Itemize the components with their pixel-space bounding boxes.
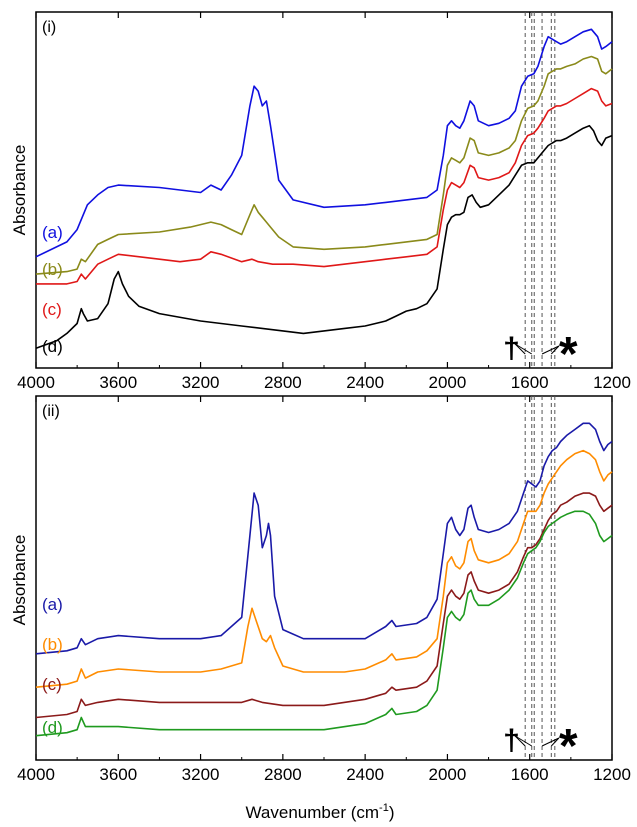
x-axis-title-close: ) bbox=[389, 803, 395, 822]
dagger-arrow bbox=[514, 735, 526, 747]
star-arrow bbox=[541, 345, 560, 355]
series-line-a bbox=[35, 422, 613, 655]
star-marker: * bbox=[559, 720, 578, 773]
series-line-b bbox=[35, 55, 613, 275]
x-tick-label: 2800 bbox=[264, 373, 302, 392]
series-line-b bbox=[35, 449, 613, 688]
series-label-d: (d) bbox=[42, 718, 63, 737]
star-arrow bbox=[541, 737, 560, 747]
series-label-a: (a) bbox=[42, 223, 63, 242]
x-tick-label: 3600 bbox=[99, 765, 137, 784]
dagger-arrow bbox=[514, 343, 526, 355]
star-arrow bbox=[550, 345, 560, 355]
x-tick-label: 2000 bbox=[429, 765, 467, 784]
panel-label: (ii) bbox=[42, 403, 60, 420]
series-label-b: (b) bbox=[42, 635, 63, 654]
panel-2: 4000 3600 3200 2800 2400 2000 1600 1200 (a) (b) (c… bbox=[17, 395, 631, 784]
x-tick-label: 2400 bbox=[346, 765, 384, 784]
x-tick-label: 4000 bbox=[17, 765, 55, 784]
series-label-c: (c) bbox=[42, 675, 62, 694]
dagger-marker: † bbox=[503, 724, 520, 757]
y-axis-title: Absorbance bbox=[10, 145, 29, 236]
series-line-c bbox=[36, 87, 613, 285]
x-tick-label: 3200 bbox=[182, 765, 220, 784]
dagger-marker: † bbox=[503, 332, 520, 365]
x-tick-label: 1200 bbox=[593, 373, 631, 392]
chart-panels: 4000 3600 3200 2800 2400 2000 1600 1200 (a) (b) (c… bbox=[17, 11, 631, 784]
series-label-a: (a) bbox=[42, 595, 63, 614]
series-label-c: (c) bbox=[42, 300, 62, 319]
x-tick-label: 3600 bbox=[99, 373, 137, 392]
series-line-c bbox=[35, 492, 613, 719]
series-line-d bbox=[35, 124, 613, 349]
x-tick-label: 1600 bbox=[511, 765, 549, 784]
series-label-d: (d) bbox=[42, 337, 63, 356]
x-tick-label: 3200 bbox=[182, 373, 220, 392]
series-line-d bbox=[35, 510, 613, 737]
dagger-arrow bbox=[514, 343, 533, 355]
x-tick-label: 4000 bbox=[17, 373, 55, 392]
x-tick-label: 2000 bbox=[429, 373, 467, 392]
x-axis-title-main: Wavenumber (cm bbox=[246, 803, 380, 822]
panel-label: (i) bbox=[42, 19, 56, 36]
panel-1: 4000 3600 3200 2800 2400 2000 1600 1200 (a) (b) (c… bbox=[17, 11, 631, 392]
star-arrow bbox=[550, 737, 560, 747]
series-line-a bbox=[35, 28, 613, 258]
x-tick-label: 1200 bbox=[593, 765, 631, 784]
x-axis-title-superscript: -1 bbox=[379, 802, 389, 814]
x-tick-label: 2400 bbox=[346, 373, 384, 392]
dagger-arrow bbox=[514, 735, 533, 747]
y-axis-title-lower: Absorbance bbox=[10, 535, 29, 626]
series-label-b: (b) bbox=[42, 260, 63, 279]
x-tick-label: 2800 bbox=[264, 765, 302, 784]
x-axis-title: Wavenumber (cm-1) bbox=[246, 802, 395, 822]
star-marker: * bbox=[559, 328, 578, 381]
x-tick-label: 1600 bbox=[511, 373, 549, 392]
